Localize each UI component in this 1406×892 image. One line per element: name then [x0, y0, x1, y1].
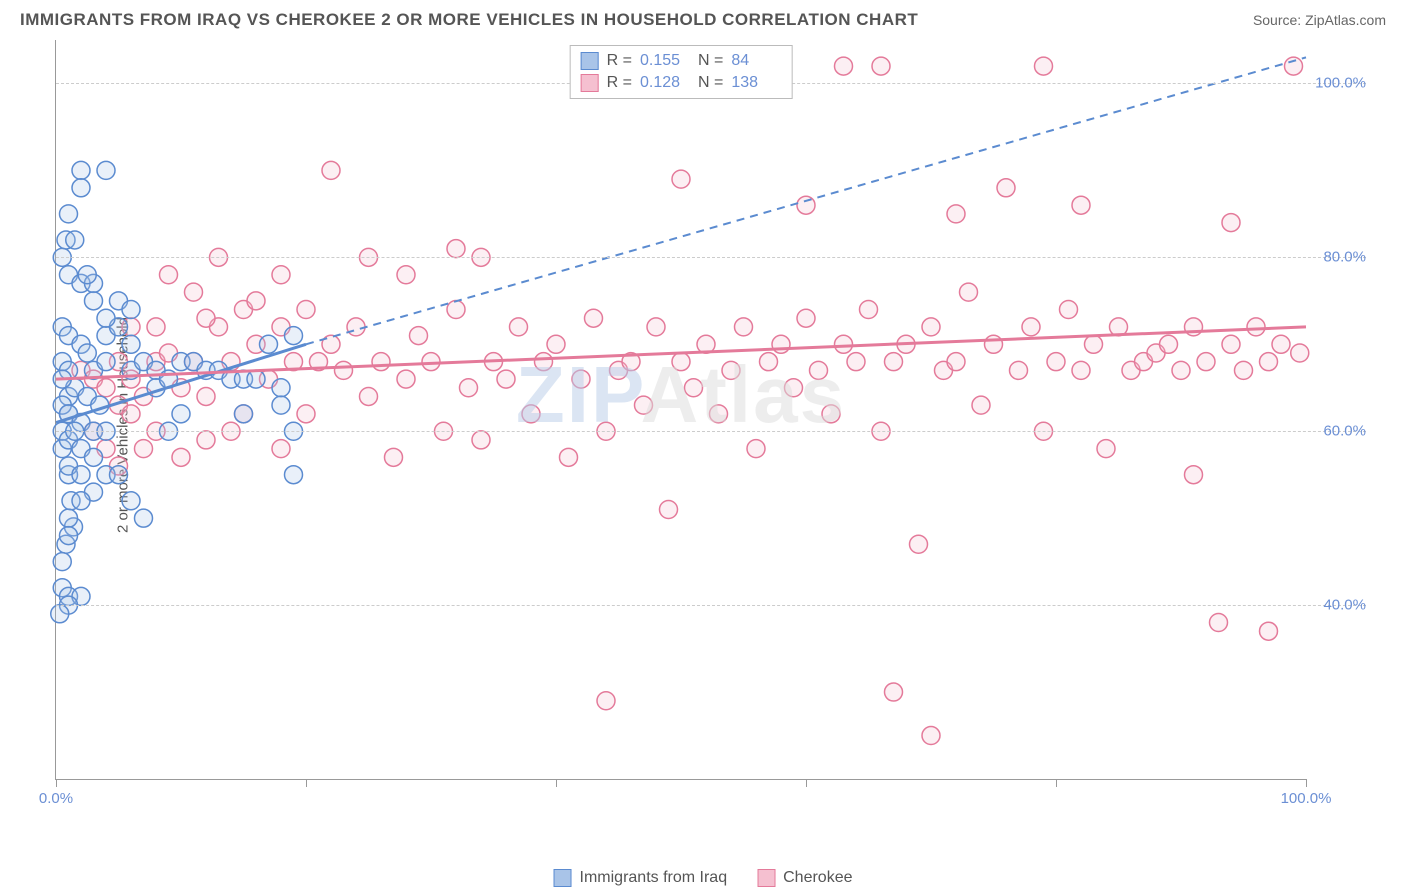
n-label: N = — [698, 74, 723, 92]
grid-line — [56, 431, 1366, 432]
r-label: R = — [607, 52, 632, 70]
legend-label-series2: Cherokee — [783, 869, 852, 887]
x-tick-label: 0.0% — [39, 790, 73, 807]
stats-legend: R = 0.155 N = 84 R = 0.128 N = 138 — [570, 45, 793, 99]
r-label: R = — [607, 74, 632, 92]
legend-swatch-series1 — [581, 52, 599, 70]
n-label: N = — [698, 52, 723, 70]
x-tick — [806, 779, 807, 787]
legend-label-series1: Immigrants from Iraq — [580, 869, 728, 887]
y-tick-label: 40.0% — [1311, 597, 1366, 614]
y-tick-label: 100.0% — [1311, 75, 1366, 92]
n-value-series2: 138 — [731, 74, 781, 92]
plot-area: ZIPAtlas R = 0.155 N = 84 R = 0.128 N = … — [55, 40, 1306, 780]
x-tick-label: 100.0% — [1281, 790, 1332, 807]
trend-lines-layer — [56, 40, 1306, 779]
chart-container: 2 or more Vehicles in Household ZIPAtlas… — [55, 40, 1376, 810]
x-tick — [56, 779, 57, 787]
stats-row-series2: R = 0.128 N = 138 — [581, 72, 782, 94]
trend-line — [56, 344, 306, 422]
n-value-series1: 84 — [731, 52, 781, 70]
x-tick — [1306, 779, 1307, 787]
grid-line — [56, 257, 1366, 258]
y-tick-label: 80.0% — [1311, 249, 1366, 266]
trend-line-extrapolated — [306, 57, 1306, 344]
chart-title: IMMIGRANTS FROM IRAQ VS CHEROKEE 2 OR MO… — [20, 10, 918, 30]
bottom-legend: Immigrants from Iraq Cherokee — [554, 869, 853, 887]
legend-swatch-series2 — [757, 869, 775, 887]
legend-item-series2: Cherokee — [757, 869, 852, 887]
r-value-series2: 0.128 — [640, 74, 690, 92]
stats-row-series1: R = 0.155 N = 84 — [581, 50, 782, 72]
source-attribution: Source: ZipAtlas.com — [1253, 12, 1386, 28]
trend-line — [56, 327, 1306, 379]
y-tick-label: 60.0% — [1311, 423, 1366, 440]
grid-line — [56, 605, 1366, 606]
legend-swatch-series2 — [581, 74, 599, 92]
x-tick — [306, 779, 307, 787]
x-tick — [1056, 779, 1057, 787]
x-tick — [556, 779, 557, 787]
r-value-series1: 0.155 — [640, 52, 690, 70]
legend-swatch-series1 — [554, 869, 572, 887]
legend-item-series1: Immigrants from Iraq — [554, 869, 728, 887]
